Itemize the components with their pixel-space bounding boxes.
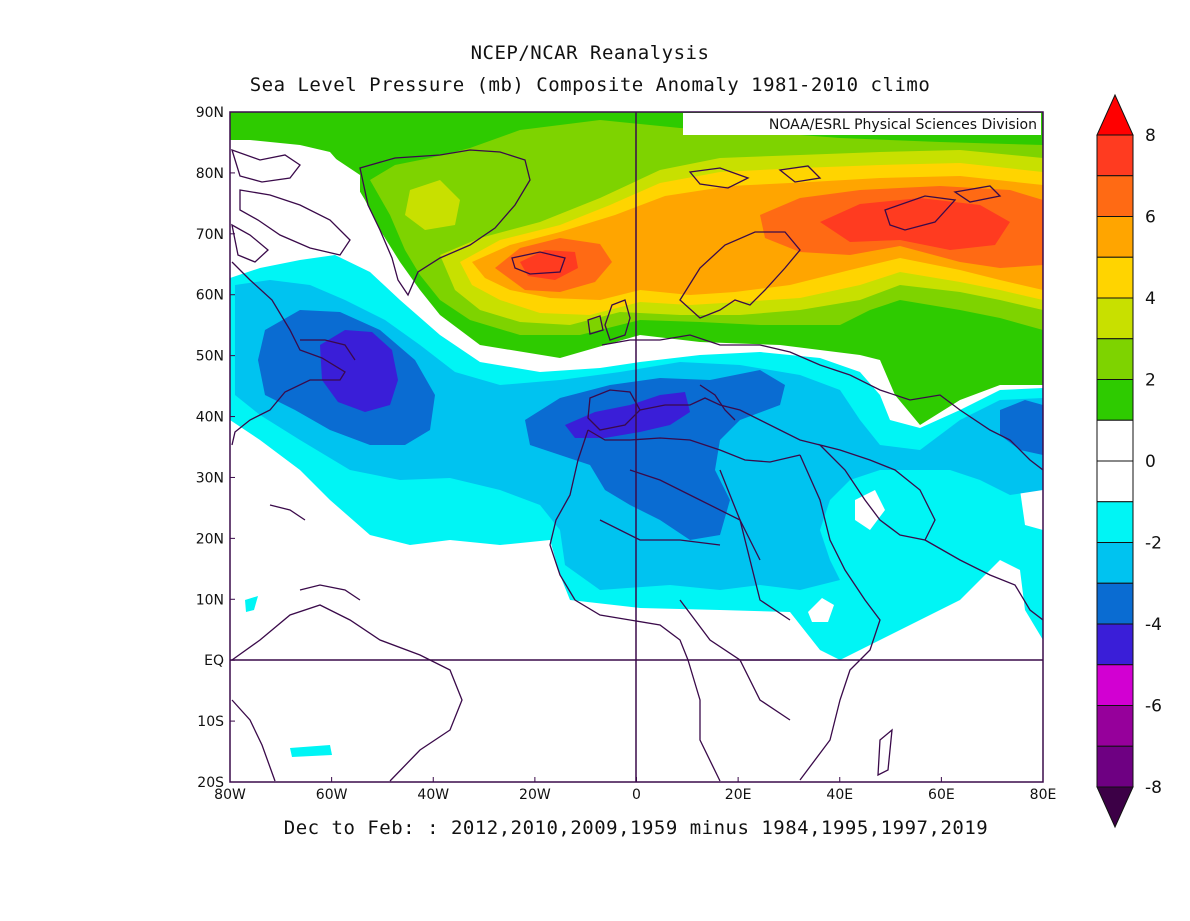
lon-tick-label: 80W	[214, 787, 246, 803]
lat-tick-label: 20S	[197, 775, 224, 791]
colorbar: 8 6 4 2 0 -2 -4 -6 -8	[1096, 93, 1162, 829]
colorbar-bin	[1096, 623, 1134, 666]
lon-tick-label: 80E	[1030, 787, 1057, 803]
lat-tick-label: 10N	[196, 592, 224, 608]
colorbar-bin	[1096, 134, 1134, 177]
colorbar-label: -2	[1145, 534, 1162, 554]
inset-label: NOAA/ESRL Physical Sciences Division	[769, 117, 1037, 133]
colorbar-bin	[1096, 379, 1134, 421]
colorbar-bin	[1096, 745, 1134, 788]
colorbar-label: 4	[1145, 289, 1156, 309]
lat-tick-label: 20N	[196, 531, 224, 547]
latitude-axis: 90N 80N 70N 60N 50N 40N 30N 20N 10N EQ 10S 20S	[196, 105, 235, 791]
chart-title: NCEP/NCAR Reanalysis	[470, 42, 710, 64]
lat-tick-label: 30N	[196, 470, 224, 486]
longitude-axis: 80W 60W 40W 20W 0 20E 40E 60E 80E	[214, 777, 1056, 803]
lon-tick-label: 20E	[725, 787, 752, 803]
colorbar-bin	[1096, 460, 1134, 503]
colorbar-bin	[1096, 664, 1134, 706]
lon-tick-label: 40W	[417, 787, 449, 803]
lat-tick-label: EQ	[204, 653, 224, 669]
lat-tick-label: 10S	[197, 714, 224, 730]
coastlines	[230, 148, 1043, 782]
colorbar-bin	[1096, 216, 1134, 258]
colorbar-bin	[1096, 419, 1134, 462]
lat-tick-label: 90N	[196, 105, 224, 121]
lat-tick-label: 60N	[196, 288, 224, 304]
caption: Dec to Feb: : 2012,2010,2009,1959 minus …	[283, 817, 989, 839]
lat-tick-label: 50N	[196, 349, 224, 365]
lat-tick-label: 80N	[196, 166, 224, 182]
colorbar-bin	[1096, 542, 1134, 584]
colorbar-bin	[1096, 338, 1134, 380]
colorbar-label: 2	[1145, 371, 1156, 391]
colorbar-bin	[1096, 256, 1134, 299]
lon-tick-label: 40E	[826, 787, 853, 803]
colorbar-bin	[1096, 175, 1134, 217]
colorbar-bin	[1096, 297, 1134, 340]
lon-tick-label: 60W	[316, 787, 348, 803]
lat-tick-label: 70N	[196, 227, 224, 243]
colorbar-over-triangle	[1096, 93, 1134, 136]
colorbar-bin	[1096, 582, 1134, 625]
colorbar-label: -8	[1145, 778, 1162, 798]
colorbar-under-triangle	[1096, 786, 1134, 829]
colorbar-label: 0	[1145, 452, 1156, 472]
chart-subtitle: Sea Level Pressure (mb) Composite Anomal…	[249, 74, 931, 96]
lat-tick-label: 40N	[196, 410, 224, 426]
lon-tick-label: 0	[632, 787, 641, 803]
colorbar-bin	[1096, 501, 1134, 543]
colorbar-label: -6	[1145, 697, 1162, 717]
lon-tick-label: 20W	[519, 787, 551, 803]
inset-label-box	[683, 113, 1041, 135]
contour-pos-3	[405, 180, 460, 230]
colorbar-label: 8	[1145, 126, 1156, 146]
lon-tick-label: 60E	[928, 787, 955, 803]
colorbar-label: 6	[1145, 208, 1156, 228]
contour-neg-4	[320, 330, 398, 412]
colorbar-label: -4	[1145, 615, 1162, 635]
colorbar-bin	[1096, 705, 1134, 747]
